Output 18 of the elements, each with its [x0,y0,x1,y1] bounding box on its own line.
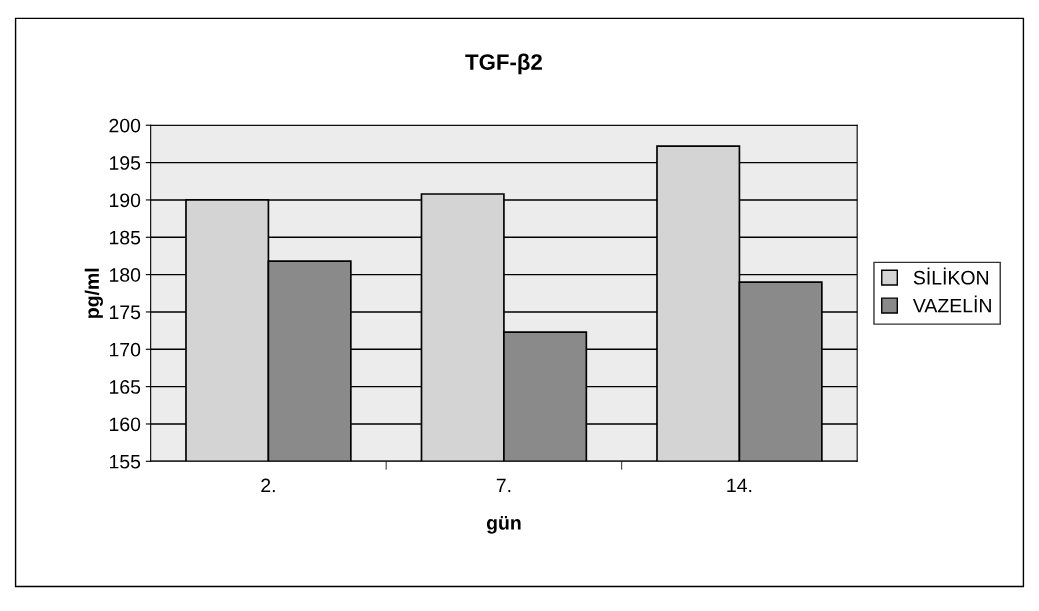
x-tick-label: 7. [496,478,511,493]
legend-label: VAZELİN [912,295,991,313]
y-tick-label: 180 [109,268,141,282]
y-tick-label: 155 [109,454,141,469]
y-tick-label: 195 [109,156,141,170]
y-axis-title: pg/ml [84,268,103,318]
y-tick-label: 200 [109,118,141,133]
legend-label: SİLİKON [913,267,988,285]
y-tick-label: 160 [109,417,141,432]
y-tick-label: 185 [109,230,141,245]
y-tick-label: 190 [109,193,141,208]
y-tick-label: 170 [109,342,141,357]
y-tick-label: 165 [109,380,141,394]
x-tick-label: 14. [727,478,752,493]
x-axis-title: gün [486,516,521,534]
chart-title: TGF-β2 [465,53,542,75]
x-tick-label: 2. [261,478,275,493]
y-tick-label: 175 [109,305,141,320]
